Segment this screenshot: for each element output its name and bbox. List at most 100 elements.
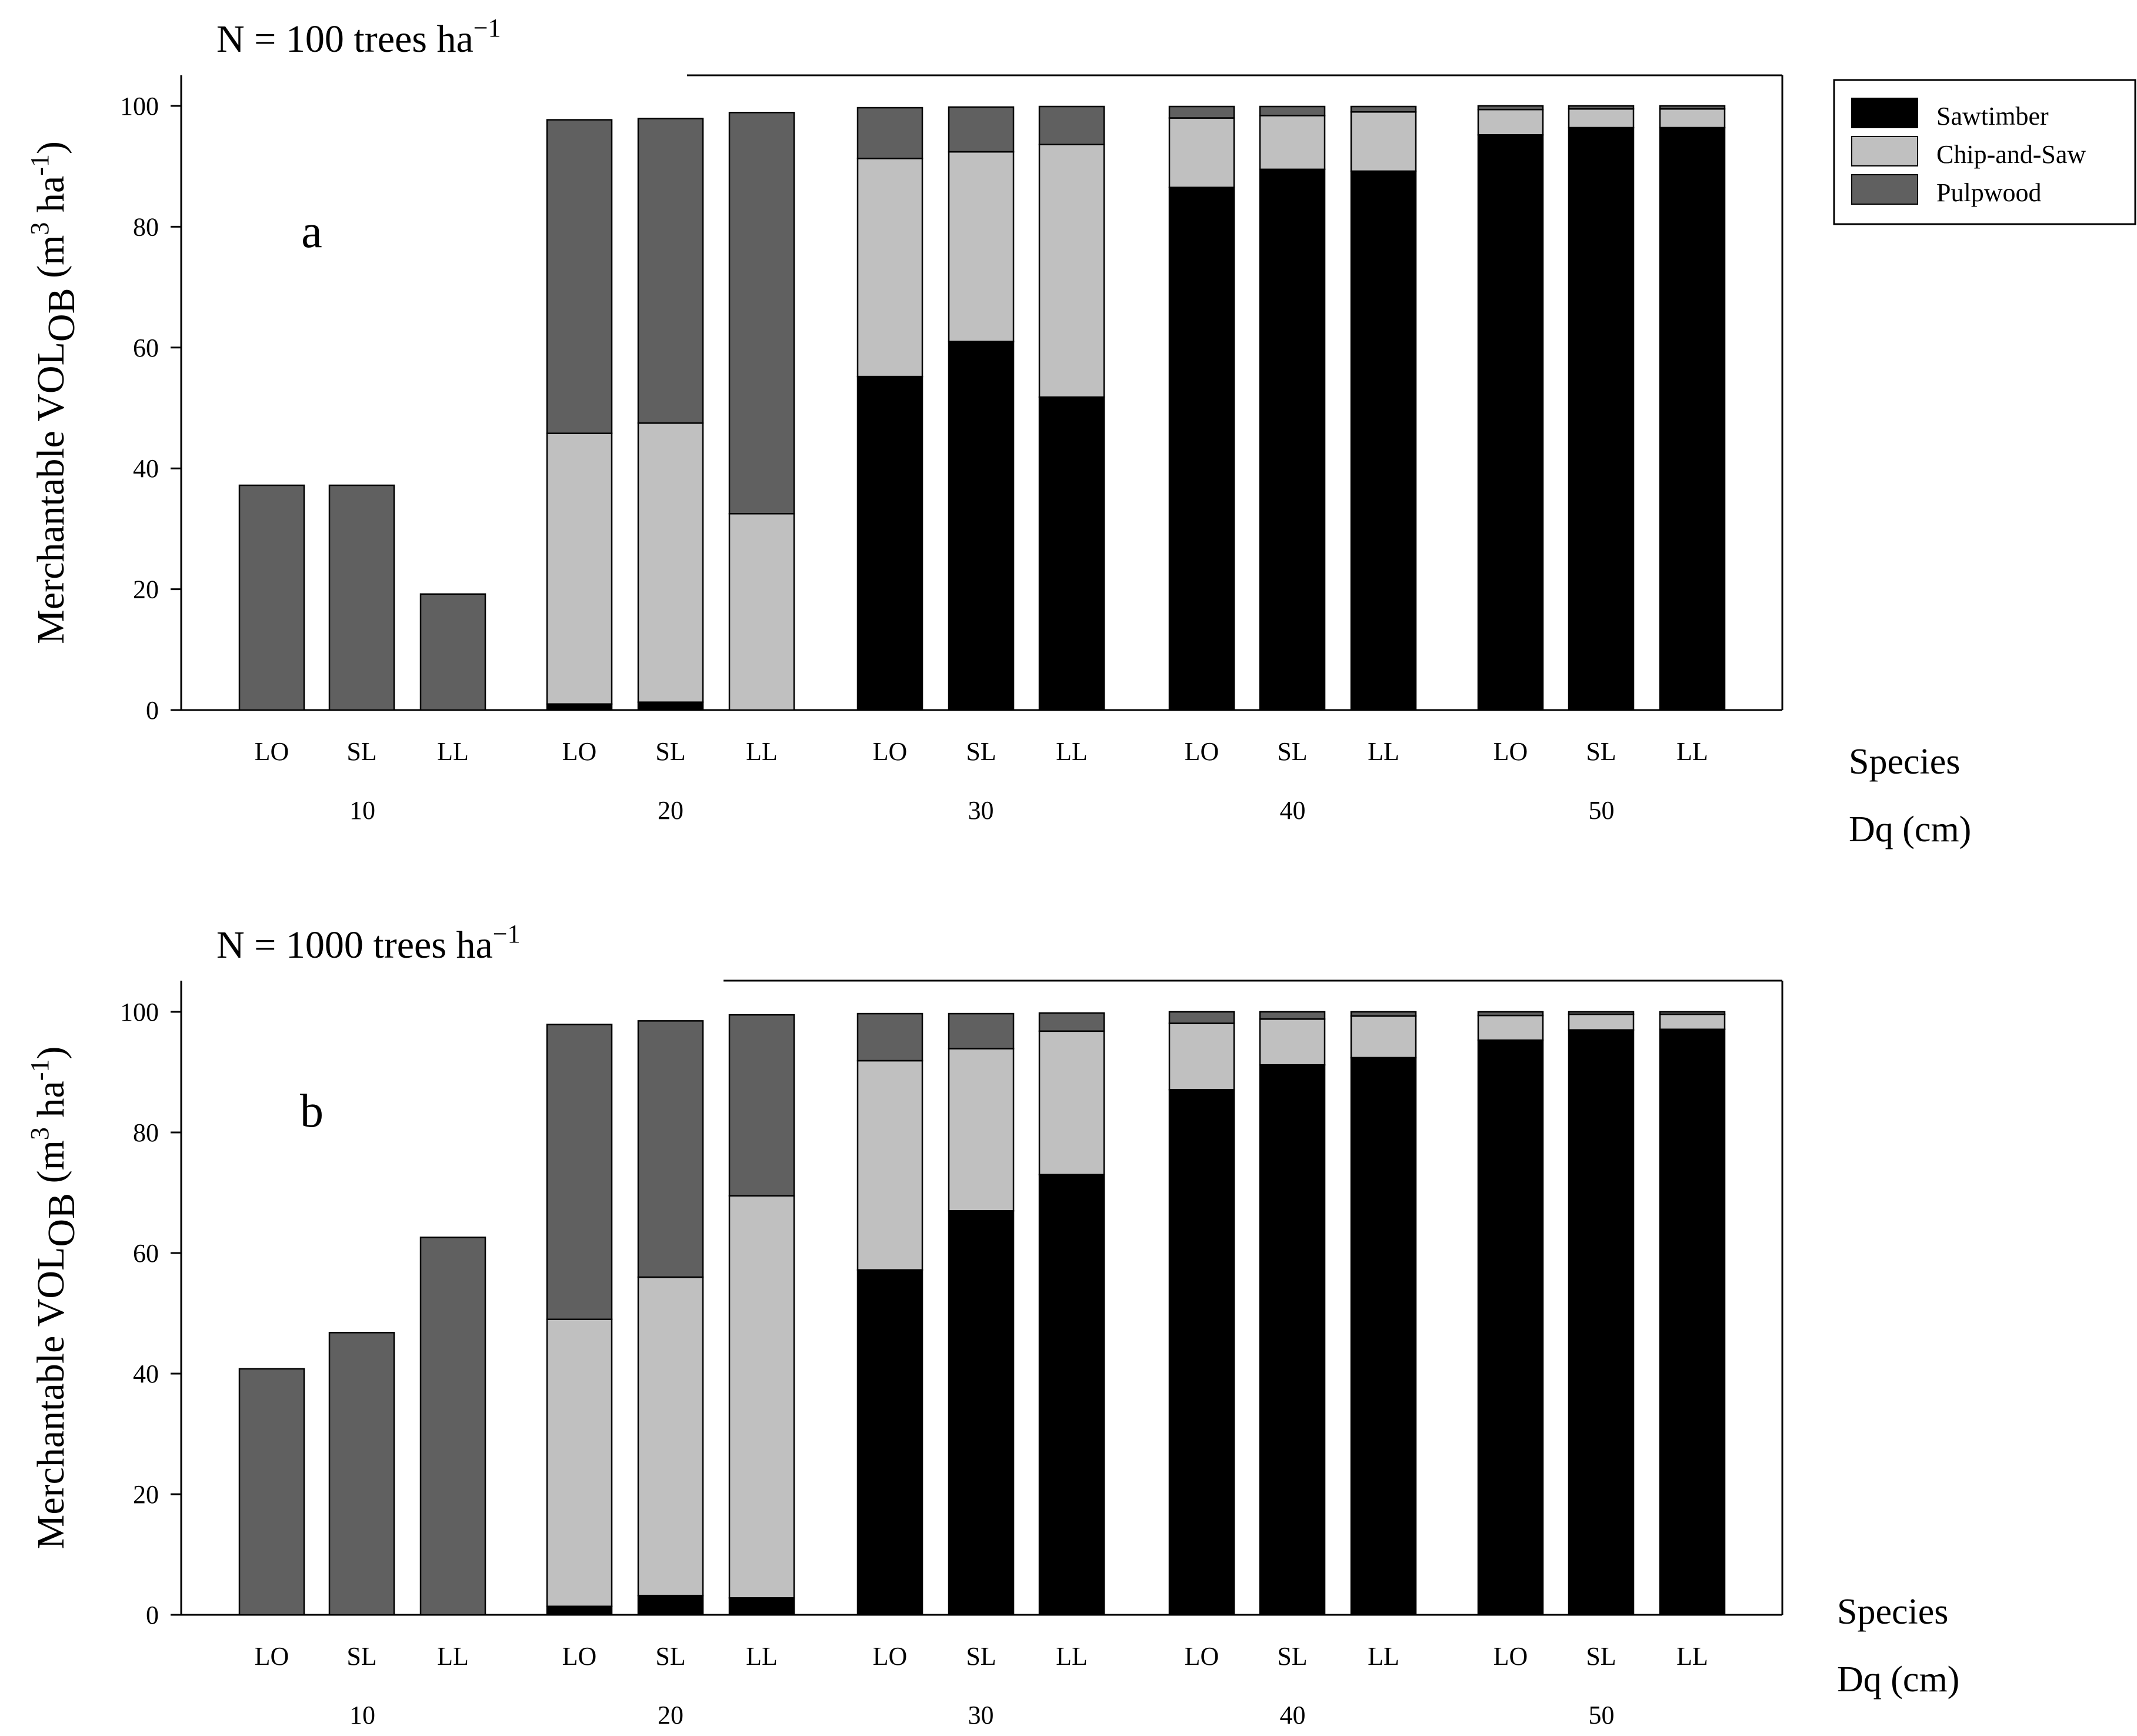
- species-tick-label: LL: [437, 1642, 469, 1671]
- bar-sawtimber-dq20-sl: [637, 1594, 704, 1616]
- y-tick-label: 40: [133, 454, 159, 483]
- species-tick-label: LO: [1493, 1642, 1528, 1671]
- species-tick-label: LL: [746, 737, 778, 766]
- legend-swatch-sawtimber: [1851, 98, 1918, 128]
- x-axis-label-species: Species: [1849, 742, 1960, 782]
- bar-sawtimber-dq50-ll: [1659, 1028, 1726, 1616]
- species-tick-label: LL: [1056, 1642, 1088, 1671]
- legend-label-chip-and-saw: Chip-and-Saw: [1936, 140, 2086, 169]
- bar-chip-and-saw-dq30-sl: [948, 151, 1015, 342]
- bar-pulpwood-dq20-sl: [637, 1020, 704, 1278]
- species-tick-label: SL: [346, 737, 376, 766]
- bar-pulpwood-dq30-ll: [1038, 1012, 1105, 1032]
- bar-pulpwood-dq40-sl: [1259, 1011, 1326, 1020]
- dq-tick-label: 10: [349, 796, 375, 825]
- bar-pulpwood-dq40-lo: [1168, 105, 1235, 119]
- bar-pulpwood-dq40-sl: [1259, 105, 1326, 116]
- species-tick-label: LO: [1185, 737, 1219, 766]
- bar-pulpwood-dq50-ll: [1659, 1011, 1726, 1015]
- y-tick-label: 60: [133, 1239, 159, 1268]
- y-axis-label: Merchantable VOLOB (m3 ha-1): [25, 141, 83, 644]
- y-axis-label: Merchantable VOLOB (m3 ha-1): [25, 1047, 83, 1550]
- species-tick-label: SL: [1586, 1642, 1616, 1671]
- dq-tick-label: 40: [1280, 1701, 1306, 1730]
- species-tick-label: SL: [966, 737, 996, 766]
- bar-sawtimber-dq50-sl: [1568, 126, 1635, 711]
- x-axis-label-dq: Dq (cm): [1837, 1660, 1959, 1700]
- dq-tick-label: 50: [1589, 1701, 1615, 1730]
- panel-title: N = 1000 trees ha−1: [216, 919, 521, 967]
- bar-chip-and-saw-dq30-lo: [856, 1059, 924, 1271]
- panel-label: b: [300, 1085, 324, 1137]
- species-tick-label: LO: [255, 737, 289, 766]
- bar-pulpwood-dq30-sl: [948, 1012, 1015, 1049]
- bar-pulpwood-dq20-ll: [728, 1014, 795, 1197]
- dq-tick-label: 20: [658, 796, 684, 825]
- species-tick-label: LL: [1676, 1642, 1708, 1671]
- bar-pulpwood-dq50-lo: [1477, 105, 1544, 111]
- bar-sawtimber-dq40-sl: [1259, 1064, 1326, 1616]
- legend-swatch-pulpwood: [1851, 174, 1918, 205]
- species-tick-label: LL: [1368, 1642, 1399, 1671]
- species-tick-label: SL: [1277, 737, 1307, 766]
- species-tick-label: LL: [1056, 737, 1088, 766]
- bar-pulpwood-dq30-sl: [948, 106, 1015, 153]
- bar-pulpwood-dq50-ll: [1659, 105, 1726, 110]
- species-tick-label: LO: [873, 1642, 908, 1671]
- y-tick-label: 60: [133, 334, 159, 362]
- panel-b: 0 20 40 60 80 100 LO SL LL 10 LO SL LL 20 LO SL LL 30 LO SL…: [25, 919, 1959, 1730]
- bar-chip-and-saw-dq20-sl: [637, 1276, 704, 1597]
- bar-pulpwood-dq50-lo: [1477, 1011, 1544, 1017]
- bar-sawtimber-dq30-sl: [948, 1210, 1015, 1616]
- bar-pulpwood-dq20-sl: [637, 118, 704, 424]
- bar-chip-and-saw-dq40-lo: [1168, 1022, 1235, 1091]
- bar-sawtimber-dq30-ll: [1038, 1174, 1105, 1616]
- bar-sawtimber-dq40-lo: [1168, 1088, 1235, 1616]
- bar-pulpwood-dq50-sl: [1568, 105, 1635, 110]
- bar-pulpwood-dq40-ll: [1350, 105, 1417, 113]
- dq-tick-label: 40: [1280, 796, 1306, 825]
- bar-chip-and-saw-dq30-sl: [948, 1048, 1015, 1212]
- bar-chip-and-saw-dq20-ll: [728, 1195, 795, 1599]
- y-tick-label: 20: [133, 575, 159, 604]
- y-tick-label: 100: [120, 998, 159, 1027]
- species-tick-label: LL: [437, 737, 469, 766]
- bar-chip-and-saw-dq50-sl: [1568, 1013, 1635, 1031]
- y-tick-label: 20: [133, 1480, 159, 1509]
- bar-chip-and-saw-dq20-lo: [546, 432, 613, 705]
- bar-chip-and-saw-dq30-ll: [1038, 1030, 1105, 1176]
- bar-pulpwood-dq40-lo: [1168, 1011, 1235, 1024]
- y-tick-label: 80: [133, 1118, 159, 1147]
- species-tick-label: LO: [562, 1642, 597, 1671]
- bar-chip-and-saw-dq40-sl: [1259, 1018, 1326, 1066]
- bar-pulpwood-dq10-sl: [328, 1332, 395, 1616]
- legend-label-sawtimber: Sawtimber: [1936, 102, 2049, 131]
- bar-chip-and-saw-dq50-ll: [1659, 1013, 1726, 1030]
- bar-pulpwood-dq10-ll: [419, 1237, 486, 1616]
- bar-pulpwood-dq40-ll: [1350, 1011, 1417, 1017]
- bar-sawtimber-dq50-lo: [1477, 134, 1544, 711]
- panel-title: N = 100 trees ha−1: [216, 14, 501, 61]
- bar-pulpwood-dq10-lo: [238, 484, 305, 711]
- dq-tick-label: 30: [968, 1701, 994, 1730]
- legend: Sawtimber Chip-and-Saw Pulpwood: [1833, 79, 2136, 225]
- bar-pulpwood-dq20-lo: [546, 1024, 613, 1321]
- species-tick-label: LO: [562, 737, 597, 766]
- legend-swatch-chip-and-saw: [1851, 136, 1918, 166]
- y-tick-label: 100: [120, 92, 159, 121]
- bar-sawtimber-dq40-ll: [1350, 1057, 1417, 1616]
- panel-a: 0 20 40 60 80 100 LO SL LL 10 LO SL LL 20 LO SL LL 30 LO SL…: [25, 14, 1971, 849]
- y-tick-label: 40: [133, 1360, 159, 1388]
- dq-tick-label: 30: [968, 796, 994, 825]
- bar-chip-and-saw-dq30-lo: [856, 158, 924, 378]
- bar-chip-and-saw-dq40-lo: [1168, 117, 1235, 188]
- bar-chip-and-saw-dq20-sl: [637, 422, 704, 703]
- bar-sawtimber-dq40-ll: [1350, 170, 1417, 711]
- bar-sawtimber-dq30-lo: [856, 375, 924, 711]
- dq-tick-label: 50: [1589, 796, 1615, 825]
- panel-label: a: [301, 206, 322, 258]
- bar-pulpwood-dq10-sl: [328, 484, 395, 711]
- bar-chip-and-saw-dq50-lo: [1477, 1014, 1544, 1041]
- species-tick-label: SL: [966, 1642, 996, 1671]
